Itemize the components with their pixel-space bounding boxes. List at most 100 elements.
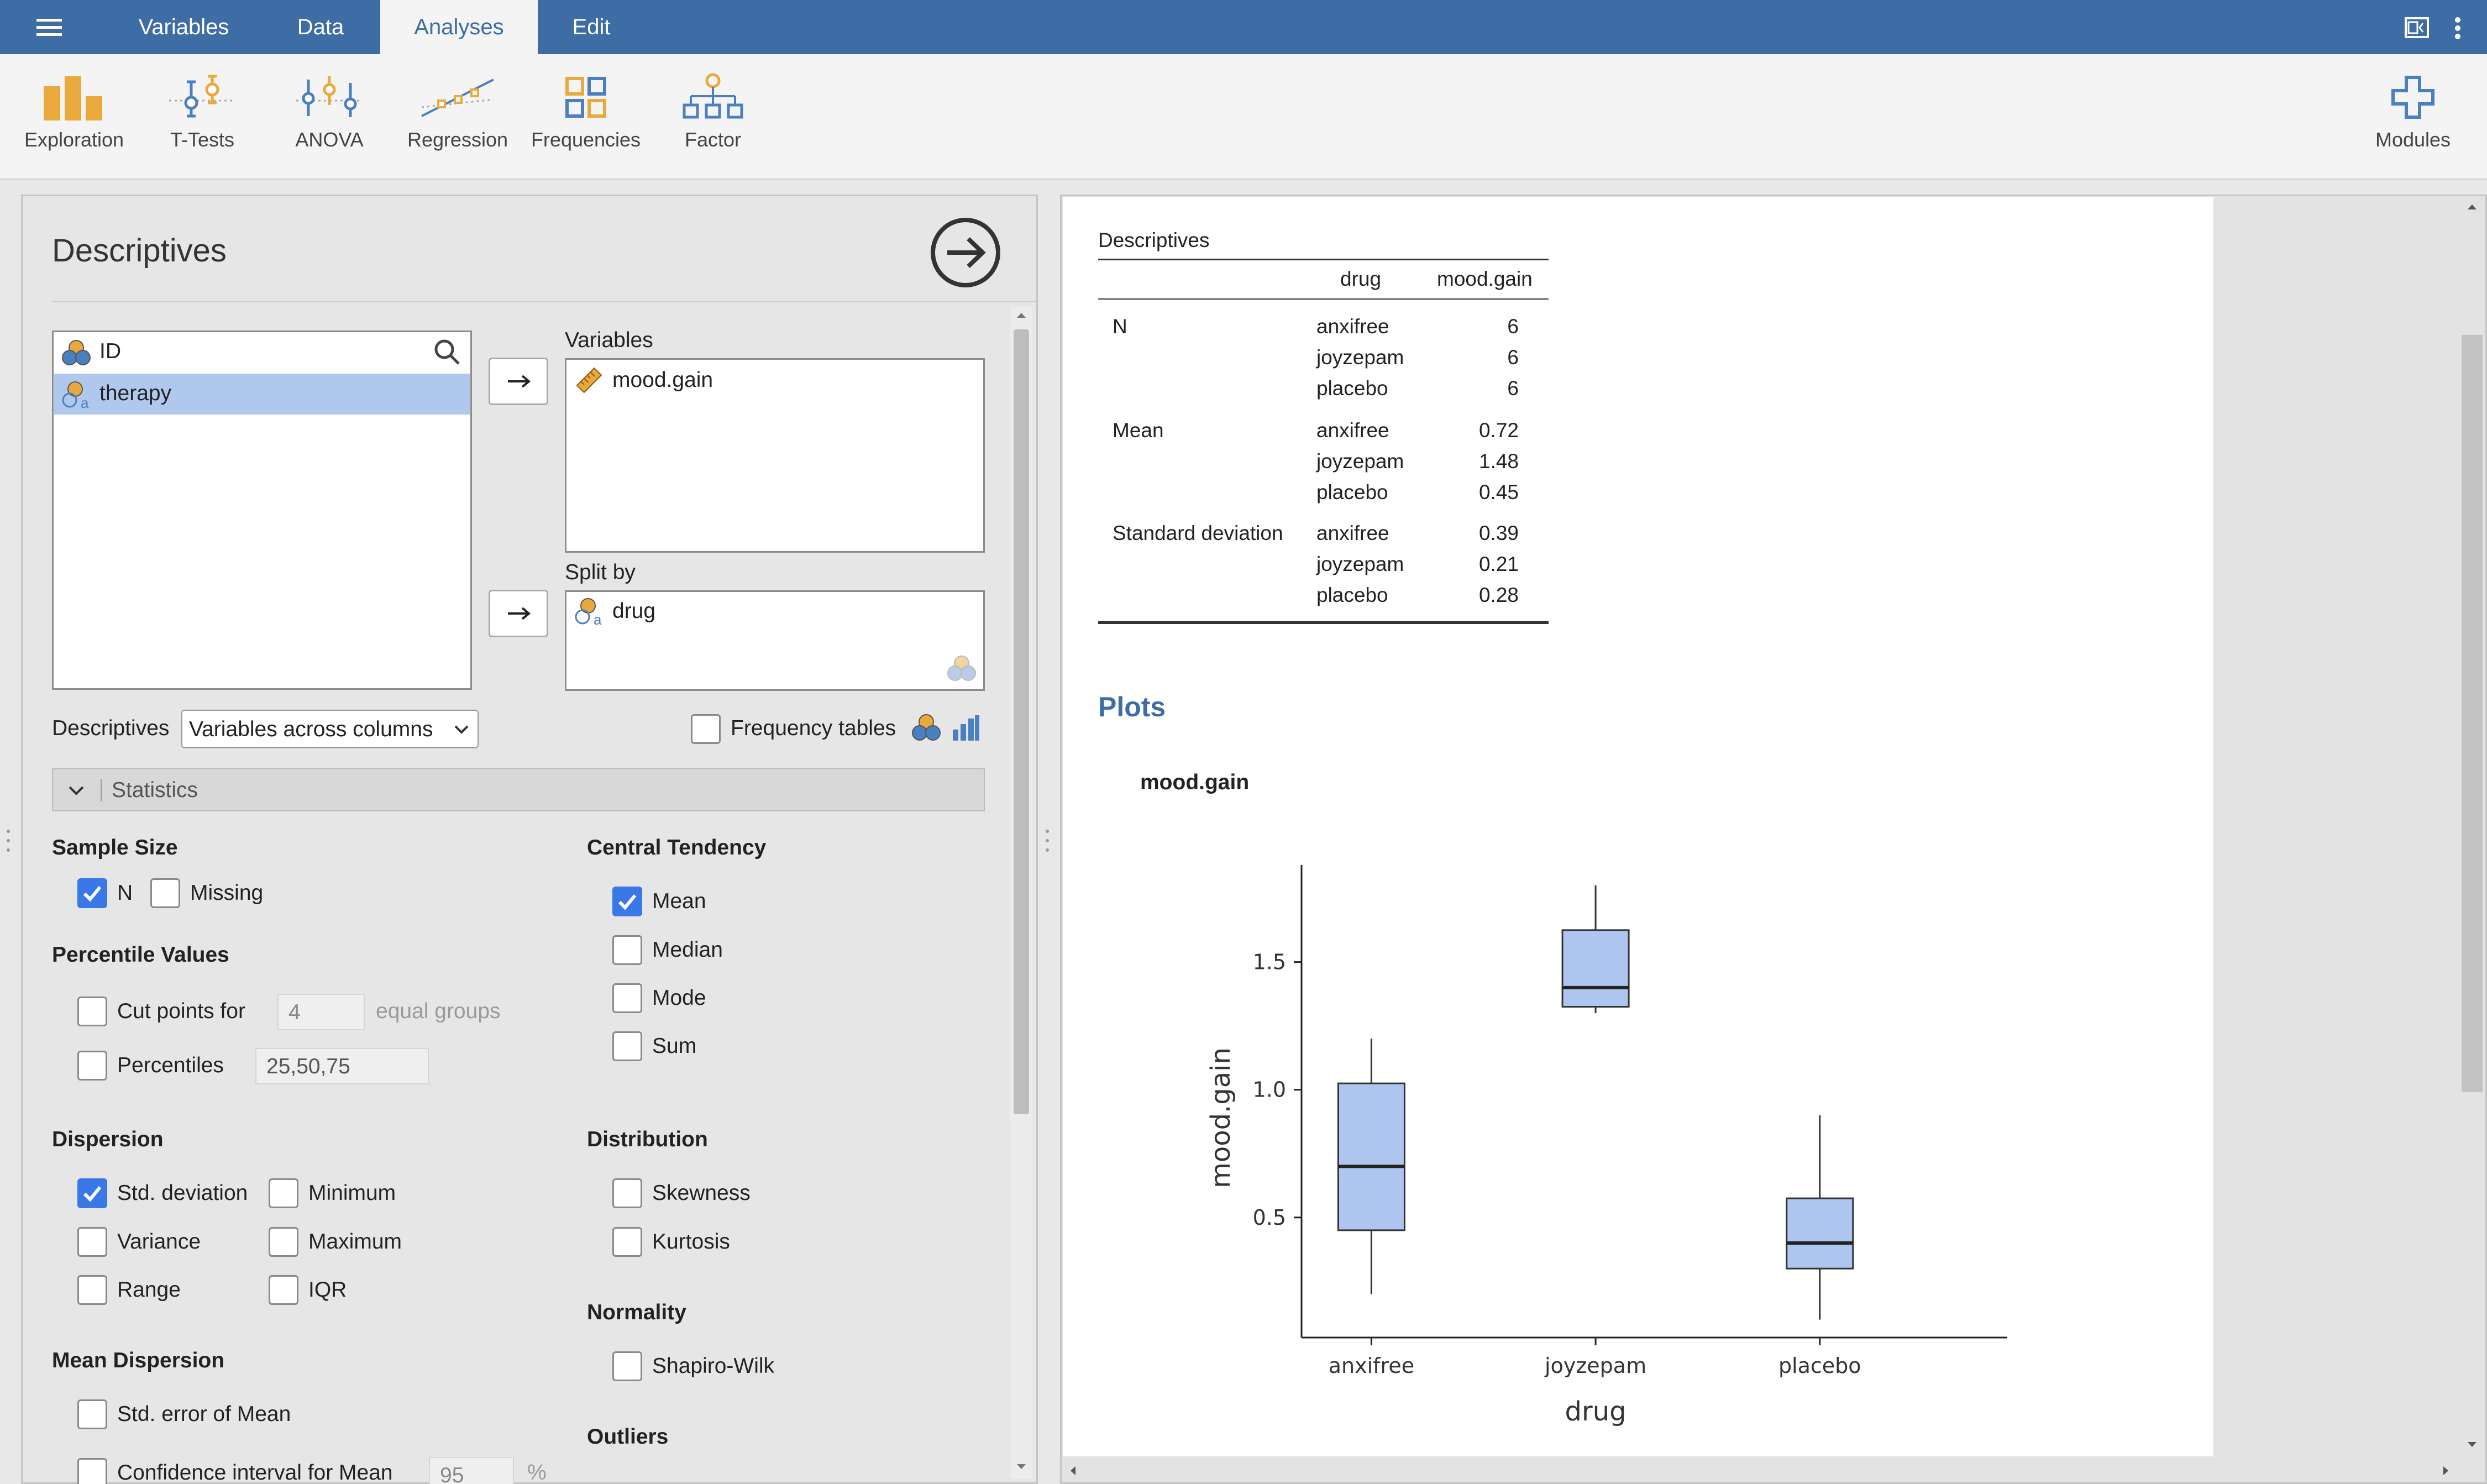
variable-item-label[interactable]: mood.gain <box>612 368 713 392</box>
frequency-tables-label: Frequency tables <box>731 716 896 740</box>
t-tests-button[interactable]: T-Tests <box>141 72 263 166</box>
tab-data[interactable]: Data <box>297 14 344 39</box>
confidence-interval-input[interactable]: 95 <box>429 1457 514 1484</box>
y-axis-label: mood.gain <box>1205 1047 1236 1188</box>
plus-icon <box>2391 76 2434 119</box>
results-document <box>1063 197 2213 1456</box>
svg-text:a: a <box>594 611 602 626</box>
analysis-ribbon <box>0 54 2487 180</box>
statistics-section-header[interactable]: Statistics <box>52 768 985 811</box>
anova-button[interactable]: ANOVA <box>269 72 390 166</box>
mean-label: Mean <box>652 889 706 913</box>
percentiles-checkbox[interactable] <box>77 1051 107 1081</box>
continuous-variable-icon <box>575 366 604 395</box>
y-tick-label: 0.5 <box>1253 1205 1286 1230</box>
frequency-tables-checkbox[interactable] <box>691 714 721 744</box>
sum-label: Sum <box>652 1034 697 1058</box>
variance-checkbox[interactable] <box>77 1227 107 1257</box>
variance-label: Variance <box>117 1230 201 1254</box>
scroll-up-icon[interactable] <box>2467 202 2478 211</box>
tab-variables[interactable]: Variables <box>138 14 229 39</box>
nominal-variable-icon: a <box>575 597 605 626</box>
regression-button[interactable]: Regression <box>397 72 518 166</box>
title-divider <box>52 301 1036 302</box>
panel-splitter-handle[interactable] <box>1045 827 1050 854</box>
checkmark-icon <box>83 1186 102 1202</box>
source-item-label: therapy <box>99 381 172 405</box>
factor-button[interactable]: Factor <box>652 72 774 166</box>
std-deviation-checkbox[interactable] <box>77 1178 107 1208</box>
search-icon[interactable] <box>433 338 461 366</box>
cut-points-input[interactable]: 4 <box>277 994 365 1030</box>
tab-analyses[interactable]: Analyses <box>380 0 538 54</box>
mode-label: Mode <box>652 986 706 1010</box>
shapiro-wilk-checkbox[interactable] <box>612 1351 642 1381</box>
group-name: joyzepam <box>1316 346 1404 369</box>
results-horizontal-scrollbar[interactable] <box>1063 1457 2459 1482</box>
percentiles-label: Percentiles <box>117 1053 224 1077</box>
skewness-checkbox[interactable] <box>612 1178 642 1208</box>
split-by-target-list[interactable] <box>565 590 985 691</box>
scroll-left-icon[interactable] <box>1068 1465 1077 1476</box>
normality-title: Normality <box>587 1301 686 1324</box>
iqr-checkbox[interactable] <box>269 1275 298 1305</box>
results-vertical-scrollbar[interactable] <box>2459 197 2485 1457</box>
variables-target-list[interactable] <box>565 358 985 553</box>
modules-button[interactable]: Modules <box>2352 72 2474 166</box>
dispersion-title: Dispersion <box>52 1128 164 1151</box>
chevron-down-icon <box>454 725 469 734</box>
list-item[interactable] <box>54 374 470 415</box>
scroll-right-icon[interactable] <box>2442 1465 2451 1476</box>
scrollbar-thumb[interactable] <box>2462 335 2483 1092</box>
kurtosis-checkbox[interactable] <box>612 1227 642 1257</box>
n-checkbox[interactable] <box>77 878 107 908</box>
minimum-checkbox[interactable] <box>269 1178 298 1208</box>
scrollbar-thumb[interactable] <box>1014 329 1029 1114</box>
anova-icon <box>296 76 363 117</box>
window-mode-icon[interactable] <box>2404 17 2431 39</box>
confidence-interval-suffix: % <box>527 1461 547 1484</box>
exploration-button[interactable]: Exploration <box>13 72 135 166</box>
cut-points-checkbox[interactable] <box>77 997 107 1026</box>
more-options-icon[interactable] <box>2453 17 2463 40</box>
scroll-down-icon[interactable] <box>2467 1440 2478 1449</box>
arrow-right-icon <box>508 607 531 620</box>
missing-checkbox[interactable] <box>150 878 180 908</box>
stat-value: 0.28 <box>1478 584 1519 606</box>
std-deviation-label: Std. deviation <box>117 1181 248 1205</box>
std-error-checkbox[interactable] <box>77 1399 107 1429</box>
stat-value: 0.21 <box>1478 553 1519 575</box>
descriptives-select-value: Variables across columns <box>189 717 433 741</box>
allowed-types-icon <box>946 654 977 683</box>
x-tick-label: joyzepam <box>1544 1354 1646 1378</box>
mode-checkbox[interactable] <box>612 983 642 1013</box>
confidence-interval-checkbox[interactable] <box>77 1458 107 1484</box>
checkmark-icon <box>618 894 637 910</box>
tab-edit[interactable]: Edit <box>572 14 611 39</box>
run-analysis-button[interactable] <box>930 217 1001 289</box>
mean-checkbox[interactable] <box>612 887 642 916</box>
scroll-down-icon[interactable] <box>1016 1462 1027 1471</box>
stat-value: 0.39 <box>1478 522 1519 544</box>
sum-checkbox[interactable] <box>612 1031 642 1061</box>
left-edge-handle[interactable] <box>6 827 11 854</box>
table-top-rule <box>1098 259 1549 260</box>
maximum-checkbox[interactable] <box>269 1227 298 1257</box>
checkmark-icon <box>83 886 102 902</box>
descriptives-select[interactable]: Variables across columns <box>181 710 479 748</box>
scroll-up-icon[interactable] <box>1016 311 1027 319</box>
percentiles-input[interactable]: 25,50,75 <box>255 1048 429 1084</box>
nominal-variable-icon: a <box>62 380 92 409</box>
boxplot-chart: 0.5 1.0 1.5 anxifree joyzepam placebo drug mood… <box>1205 865 2007 1427</box>
median-checkbox[interactable] <box>612 935 642 965</box>
frequencies-button[interactable]: Frequencies <box>525 72 647 166</box>
range-checkbox[interactable] <box>77 1275 107 1305</box>
move-to-split-button[interactable] <box>489 590 548 637</box>
x-tick-label: placebo <box>1778 1354 1861 1378</box>
anova-label: ANOVA <box>295 128 364 151</box>
options-scrollbar[interactable] <box>1010 307 1032 1479</box>
move-to-variables-button[interactable] <box>489 358 548 405</box>
split-item-label[interactable]: drug <box>612 599 656 623</box>
hamburger-menu-icon[interactable] <box>34 17 67 39</box>
factor-label: Factor <box>684 128 742 151</box>
